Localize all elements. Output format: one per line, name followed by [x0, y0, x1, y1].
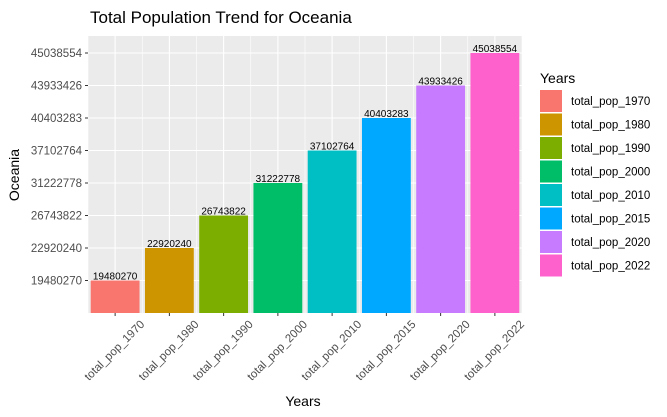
legend-label: total_pop_1980	[571, 120, 650, 132]
y-tick-label: 22920240	[31, 243, 82, 255]
legend-key	[540, 207, 562, 230]
bar	[361, 118, 411, 313]
legend-key	[540, 90, 562, 112]
y-axis-title: Oceania	[6, 149, 22, 201]
legend-key	[540, 184, 562, 206]
bar-value-label: 31222778	[256, 174, 301, 185]
bar	[199, 215, 249, 313]
bars	[90, 53, 520, 313]
bar-value-label: 22920240	[147, 239, 192, 250]
legend-label: total_pop_2015	[571, 214, 650, 226]
bar	[470, 53, 520, 313]
x-tick-label: total_pop_2022	[462, 319, 527, 384]
bar-value-labels: 19480270 22920240 26743822 31222778 37102764…	[93, 44, 518, 283]
bar-value-label: 45038554	[473, 44, 518, 55]
bar	[144, 248, 194, 313]
y-tick-label: 31222778	[31, 178, 82, 190]
legend-items: total_pop_1970 total_pop_1980 total_pop_19…	[540, 90, 650, 277]
legend-key	[540, 231, 562, 253]
legend-label: total_pop_1970	[571, 96, 650, 108]
legend-label: total_pop_2010	[571, 190, 650, 202]
legend-title: Years	[540, 70, 575, 86]
y-axis-ticks: 19480270 22920240 26743822 31222778 37102764…	[31, 48, 88, 288]
y-tick-label: 40403283	[31, 113, 82, 125]
bar-value-label: 19480270	[93, 272, 138, 283]
x-axis-title: Years	[285, 393, 320, 409]
bar	[253, 183, 303, 313]
legend-key	[540, 137, 562, 159]
legend-label: total_pop_2020	[571, 237, 650, 249]
y-tick-label: 19480270	[31, 276, 82, 288]
bar	[307, 150, 357, 313]
y-tick-label: 37102764	[31, 146, 83, 158]
bar	[416, 85, 466, 313]
bar-value-label: 43933426	[418, 77, 463, 88]
bar	[90, 280, 140, 313]
bar-value-label: 37102764	[310, 142, 355, 153]
y-tick-label: 45038554	[31, 48, 83, 60]
legend-key	[540, 160, 562, 183]
legend: Years total_pop_1970total_pop_1980total_…	[540, 70, 650, 277]
chart-title: Total Population Trend for Oceania	[90, 8, 352, 27]
x-axis-ticks: total_pop_1970total_pop_1980total_pop_19…	[83, 313, 527, 383]
legend-key	[540, 254, 562, 277]
y-tick-label: 26743822	[31, 211, 82, 223]
legend-label: total_pop_1990	[571, 143, 650, 155]
bar-value-label: 26743822	[201, 207, 246, 218]
legend-label: total_pop_2000	[571, 167, 650, 179]
bar-value-label: 40403283	[364, 109, 409, 120]
legend-label: total_pop_2022	[571, 261, 650, 273]
legend-key	[540, 113, 562, 136]
y-tick-label: 43933426	[31, 81, 82, 93]
